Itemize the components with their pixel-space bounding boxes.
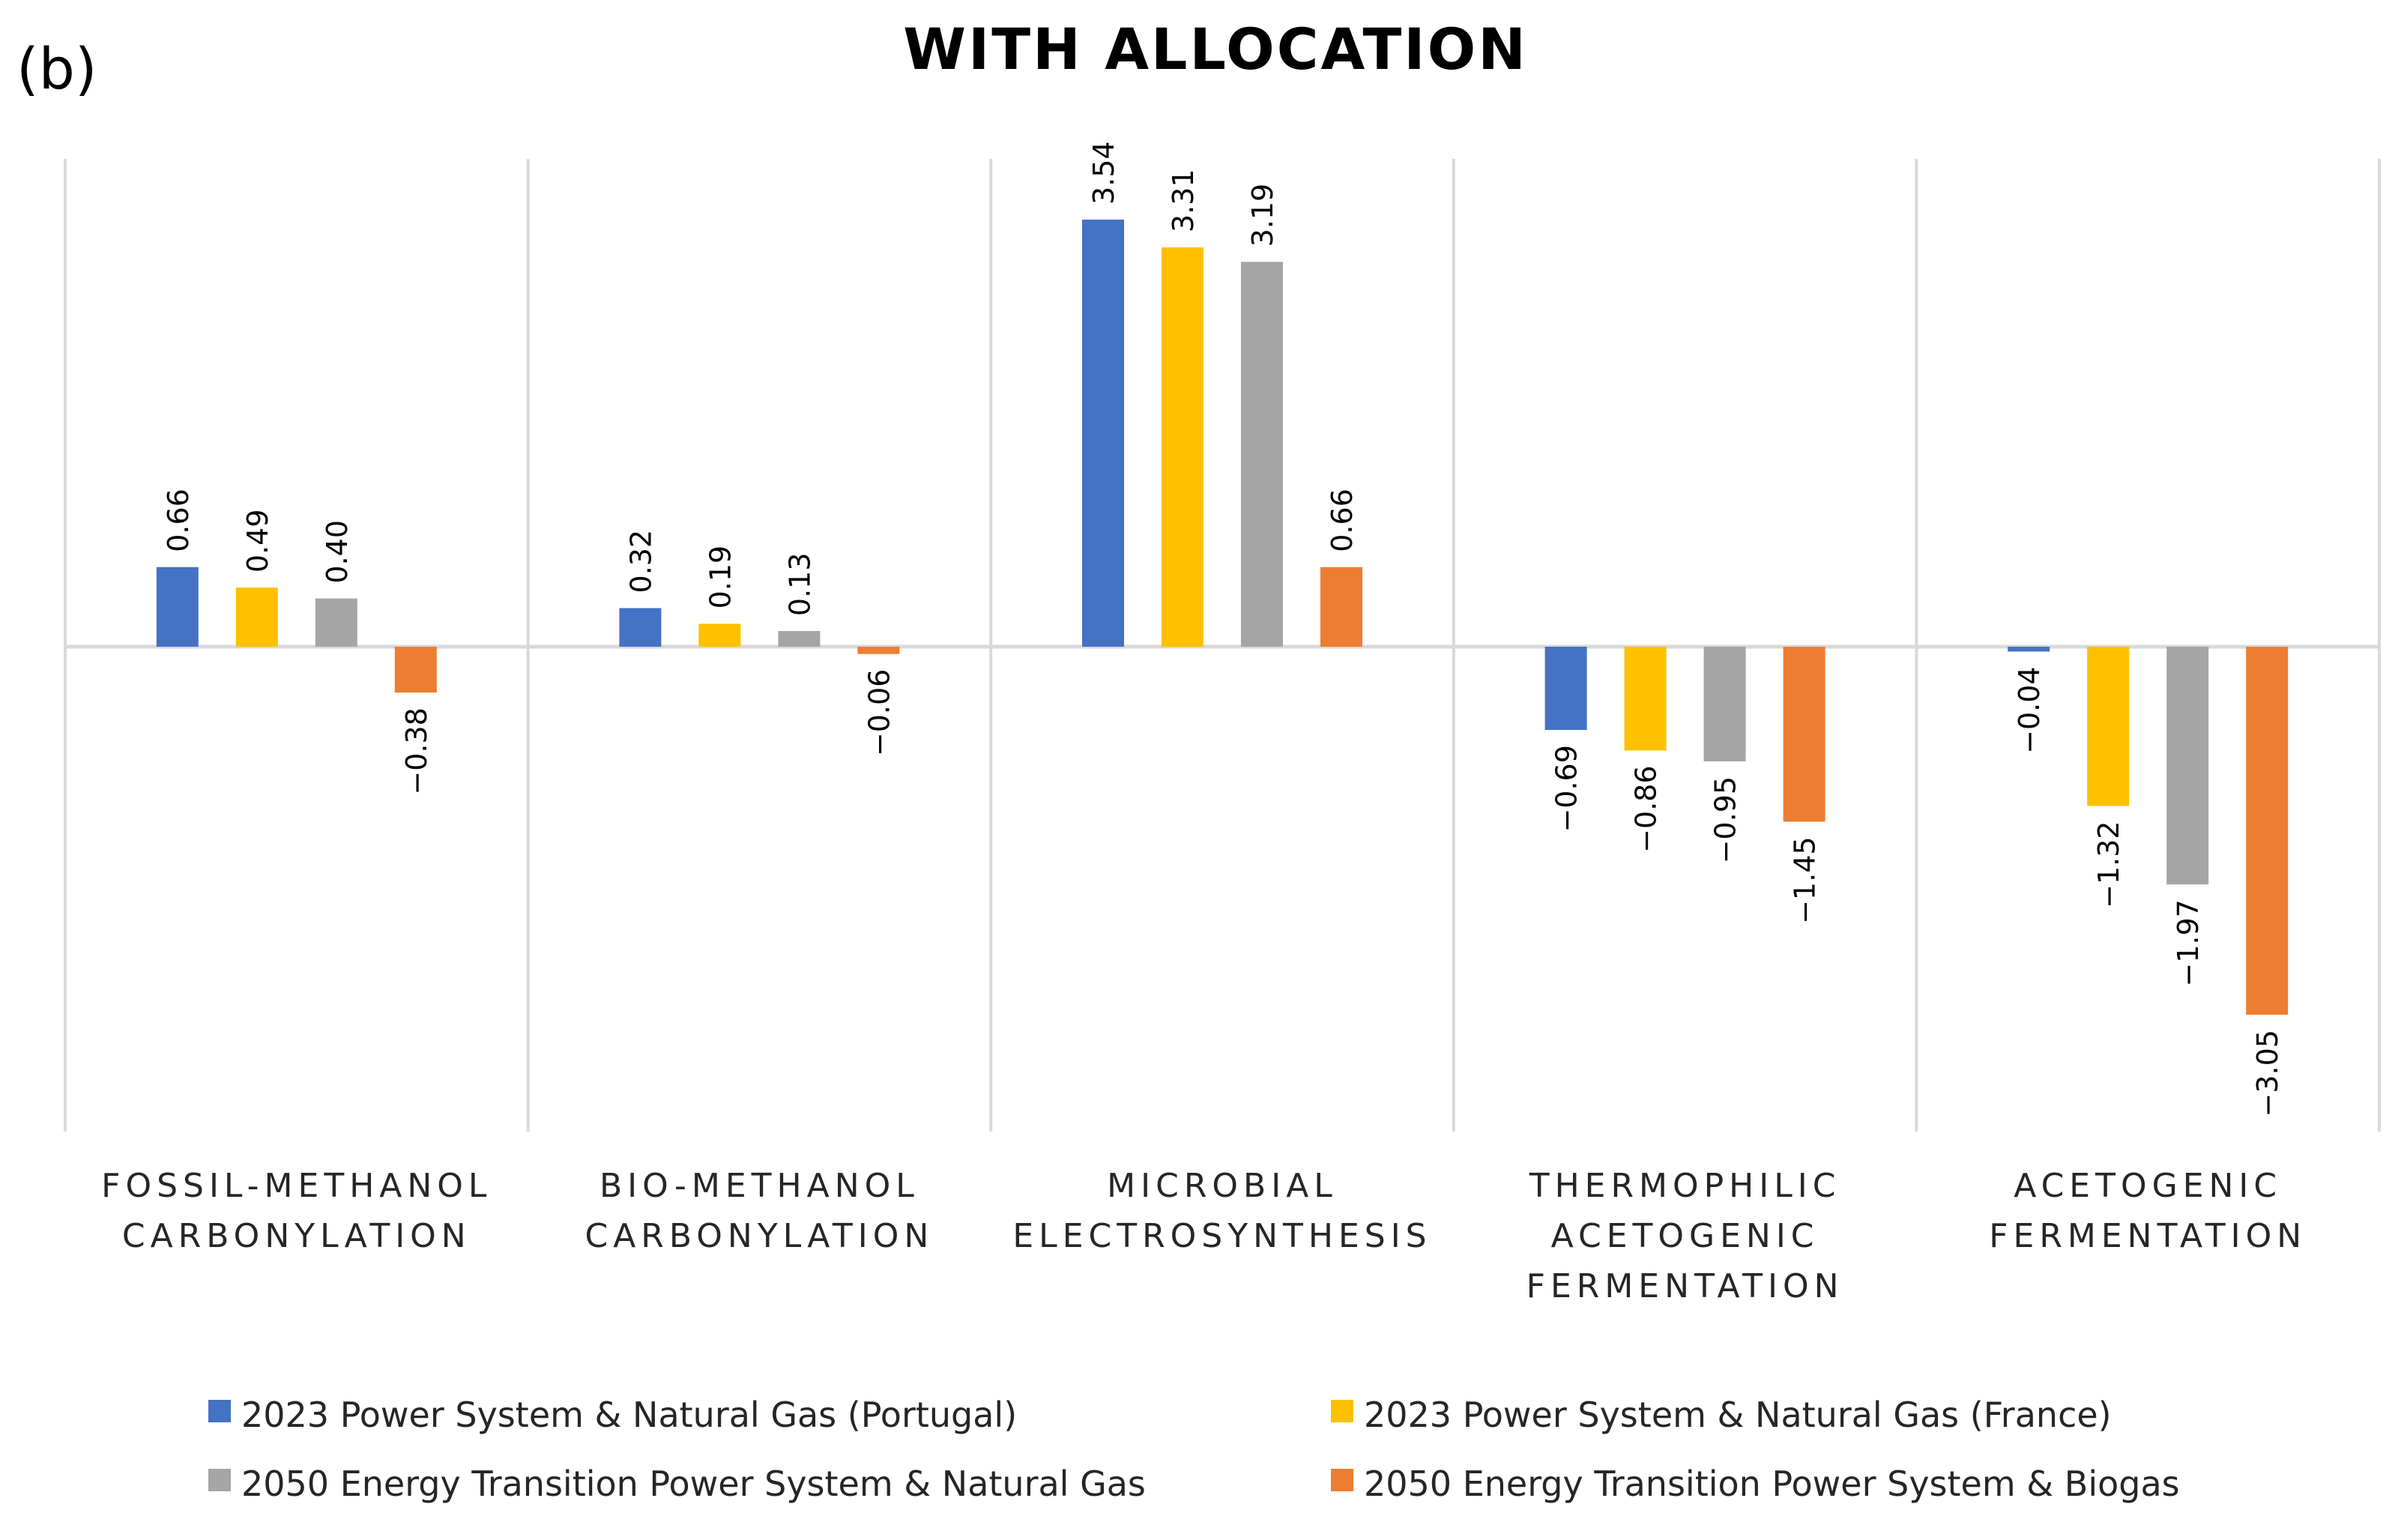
bar	[394, 647, 437, 693]
panel-label: (b)	[16, 35, 97, 102]
legend-entry: 2023 Power System & Natural Gas (France)	[1364, 1395, 2112, 1435]
category-label: MICROBIAL	[1107, 1167, 1338, 1205]
bar	[315, 598, 357, 647]
legend-entry: 2023 Power System & Natural Gas (Portuga…	[241, 1395, 1017, 1435]
data-label: −1.32	[2092, 821, 2125, 908]
data-label: 0.66	[1326, 489, 1359, 552]
category-label: THERMOPHILIC	[1529, 1167, 1841, 1205]
data-labels: 0.66 0.49 0.40 −0.38 0.32 0.19 0.13 −0.06 3.54 3.…	[162, 141, 2284, 1117]
data-label: −0.06	[863, 669, 896, 756]
data-label: 0.32	[624, 530, 657, 594]
data-label: −0.95	[1709, 776, 1742, 863]
bar	[2087, 647, 2130, 806]
category-label: CARBONYLATION	[122, 1217, 471, 1255]
data-label: 0.66	[162, 489, 195, 552]
legend-entry: 2050 Energy Transition Power System & Bi…	[1364, 1464, 2180, 1504]
bar	[2166, 647, 2209, 885]
legend-swatch	[208, 1400, 231, 1422]
category-label: BIO-METHANOL	[600, 1167, 919, 1205]
data-label: −0.38	[400, 707, 433, 794]
data-label: 0.49	[241, 510, 274, 573]
category-label: CARBONYLATION	[585, 1217, 934, 1255]
grid	[64, 159, 2381, 1132]
bar	[1544, 647, 1587, 731]
category-label: ACETOGENIC	[1551, 1217, 1819, 1255]
data-label: 0.13	[783, 552, 816, 616]
data-label: −1.45	[1789, 836, 1822, 923]
data-label: −0.86	[1630, 765, 1663, 852]
data-label: −0.04	[2013, 666, 2046, 753]
bar	[1783, 647, 1825, 822]
category-label: ELECTROSYNTHESIS	[1012, 1217, 1431, 1255]
legend-entry: 2050 Energy Transition Power System & Na…	[241, 1464, 1146, 1504]
bar	[1082, 220, 1124, 647]
chart-title: WITH ALLOCATION	[903, 16, 1528, 82]
bar	[857, 647, 900, 654]
category-label: FERMENTATION	[1989, 1217, 2307, 1255]
bars	[156, 220, 2289, 1015]
bar	[235, 588, 278, 647]
category-label: ACETOGENIC	[2014, 1167, 2282, 1205]
bar	[1241, 262, 1283, 647]
data-label: 0.40	[321, 520, 354, 584]
bar	[2008, 647, 2050, 652]
bar	[619, 608, 662, 647]
data-label: −0.69	[1550, 745, 1583, 832]
category-label: FOSSIL-METHANOL	[101, 1167, 492, 1205]
bar	[1320, 567, 1362, 647]
legend-swatch	[1331, 1400, 1353, 1422]
legend-swatch	[1331, 1469, 1353, 1491]
bar	[1162, 247, 1203, 647]
category-label: FERMENTATION	[1526, 1267, 1844, 1305]
data-label: 3.54	[1087, 141, 1120, 205]
bar	[1703, 647, 1746, 761]
bar	[778, 631, 821, 647]
data-label: 3.19	[1246, 184, 1279, 247]
data-label: 3.31	[1167, 169, 1200, 232]
data-label: −1.97	[2172, 899, 2205, 986]
bar	[156, 567, 199, 647]
data-label: 0.19	[704, 546, 737, 609]
data-label: −3.05	[2251, 1030, 2284, 1117]
bar	[2246, 647, 2289, 1015]
category-labels: FOSSIL-METHANOL CARBONYLATION BIO-METHANOL…	[101, 1167, 2307, 1305]
bar	[1624, 647, 1667, 751]
bar	[698, 623, 741, 647]
legend-swatch	[208, 1469, 231, 1491]
legend: 2023 Power System & Natural Gas (Portuga…	[208, 1395, 2180, 1504]
